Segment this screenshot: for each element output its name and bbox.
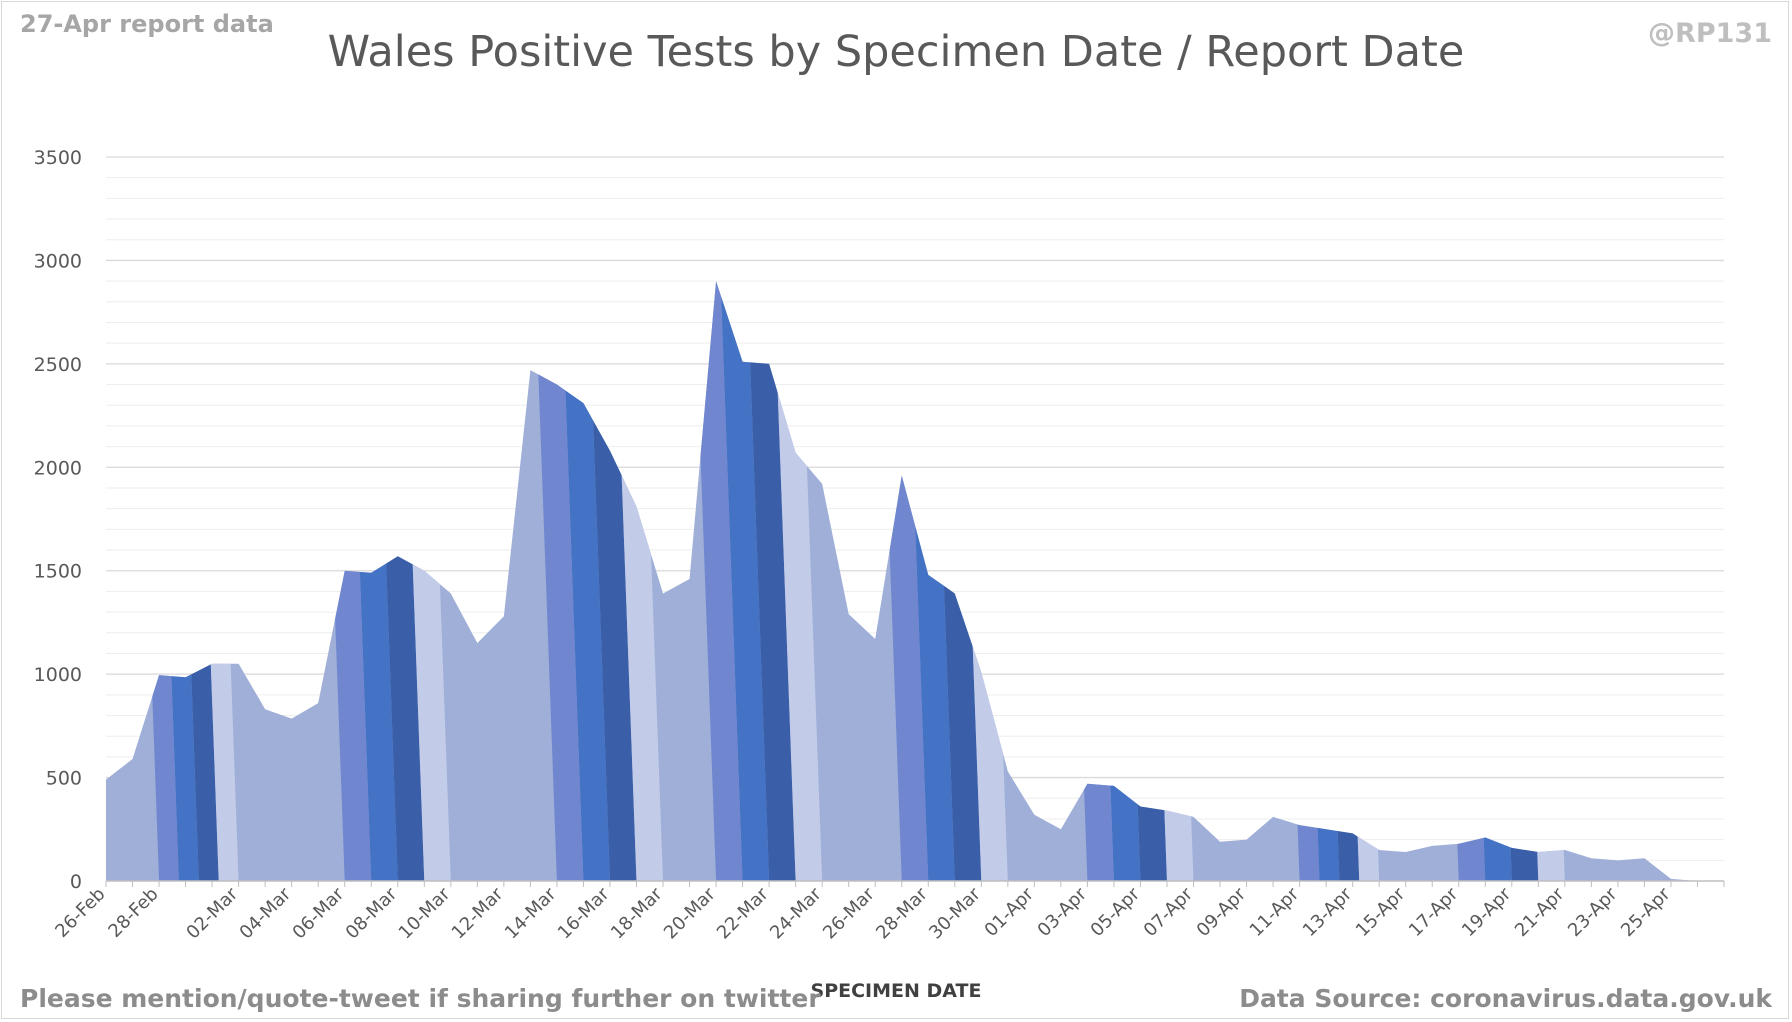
- x-tick-label: 11-Apr: [1246, 883, 1304, 941]
- x-tick-label: 10-Mar: [395, 883, 455, 943]
- x-axis: [105, 880, 1725, 887]
- x-tick-label: 13-Apr: [1299, 883, 1357, 941]
- x-tick-label: 26-Mar: [819, 883, 879, 943]
- y-tick-label: 0: [70, 871, 82, 893]
- series-band: [875, 281, 929, 881]
- x-tick-label: 22-Mar: [713, 883, 773, 943]
- x-tick-label: 18-Mar: [607, 883, 667, 943]
- x-tick-label: 20-Mar: [660, 883, 720, 943]
- x-tick-label: 30-Mar: [925, 883, 985, 943]
- y-axis-tick-labels: 0 500 1000 1500 2000 2500 3000 3500: [34, 147, 82, 893]
- y-tick-label: 1500: [34, 561, 82, 583]
- x-tick-label: 28-Mar: [872, 883, 932, 943]
- y-tick-label: 1000: [34, 664, 82, 686]
- x-tick-label: 24-Mar: [766, 883, 826, 943]
- x-tick-label: 01-Apr: [981, 883, 1039, 941]
- x-tick-label: 12-Mar: [448, 883, 508, 943]
- y-tick-label: 2500: [34, 354, 82, 376]
- y-tick-label: 3000: [34, 250, 82, 272]
- x-tick-label: 05-Apr: [1087, 883, 1145, 941]
- x-tick-label: 28-Feb: [104, 884, 162, 942]
- x-tick-label: 19-Apr: [1458, 883, 1516, 941]
- sharing-note: Please mention/quote-tweet if sharing fu…: [20, 984, 821, 1013]
- x-tick-label: 08-Mar: [342, 883, 402, 943]
- report-date-note: 27-Apr report data: [20, 10, 274, 38]
- x-tick-label: 09-Apr: [1193, 883, 1251, 941]
- author-handle: @RP131: [1648, 18, 1772, 49]
- x-tick-label: 23-Apr: [1564, 883, 1622, 941]
- y-tick-label: 500: [46, 768, 82, 790]
- y-tick-label: 2000: [34, 457, 82, 479]
- data-source: Data Source: coronavirus.data.gov.uk: [1239, 984, 1772, 1013]
- x-tick-label: 16-Mar: [554, 883, 614, 943]
- x-axis-label: SPECIMEN DATE: [810, 980, 982, 1002]
- chart-title: Wales Positive Tests by Specimen Date / …: [327, 27, 1465, 77]
- x-tick-label: 14-Mar: [501, 883, 561, 943]
- x-tick-label: 21-Apr: [1511, 883, 1569, 941]
- y-tick-label: 3500: [34, 147, 82, 169]
- x-tick-label: 17-Apr: [1405, 883, 1463, 941]
- x-tick-label: 07-Apr: [1140, 883, 1198, 941]
- x-tick-label: 03-Apr: [1034, 883, 1092, 941]
- area-series: [106, 281, 1724, 882]
- x-tick-label: 02-Mar: [182, 883, 242, 943]
- x-tick-label: 04-Mar: [236, 883, 296, 943]
- x-tick-label: 15-Apr: [1352, 883, 1410, 941]
- x-tick-label: 06-Mar: [289, 883, 349, 943]
- x-tick-label: 25-Apr: [1617, 883, 1675, 941]
